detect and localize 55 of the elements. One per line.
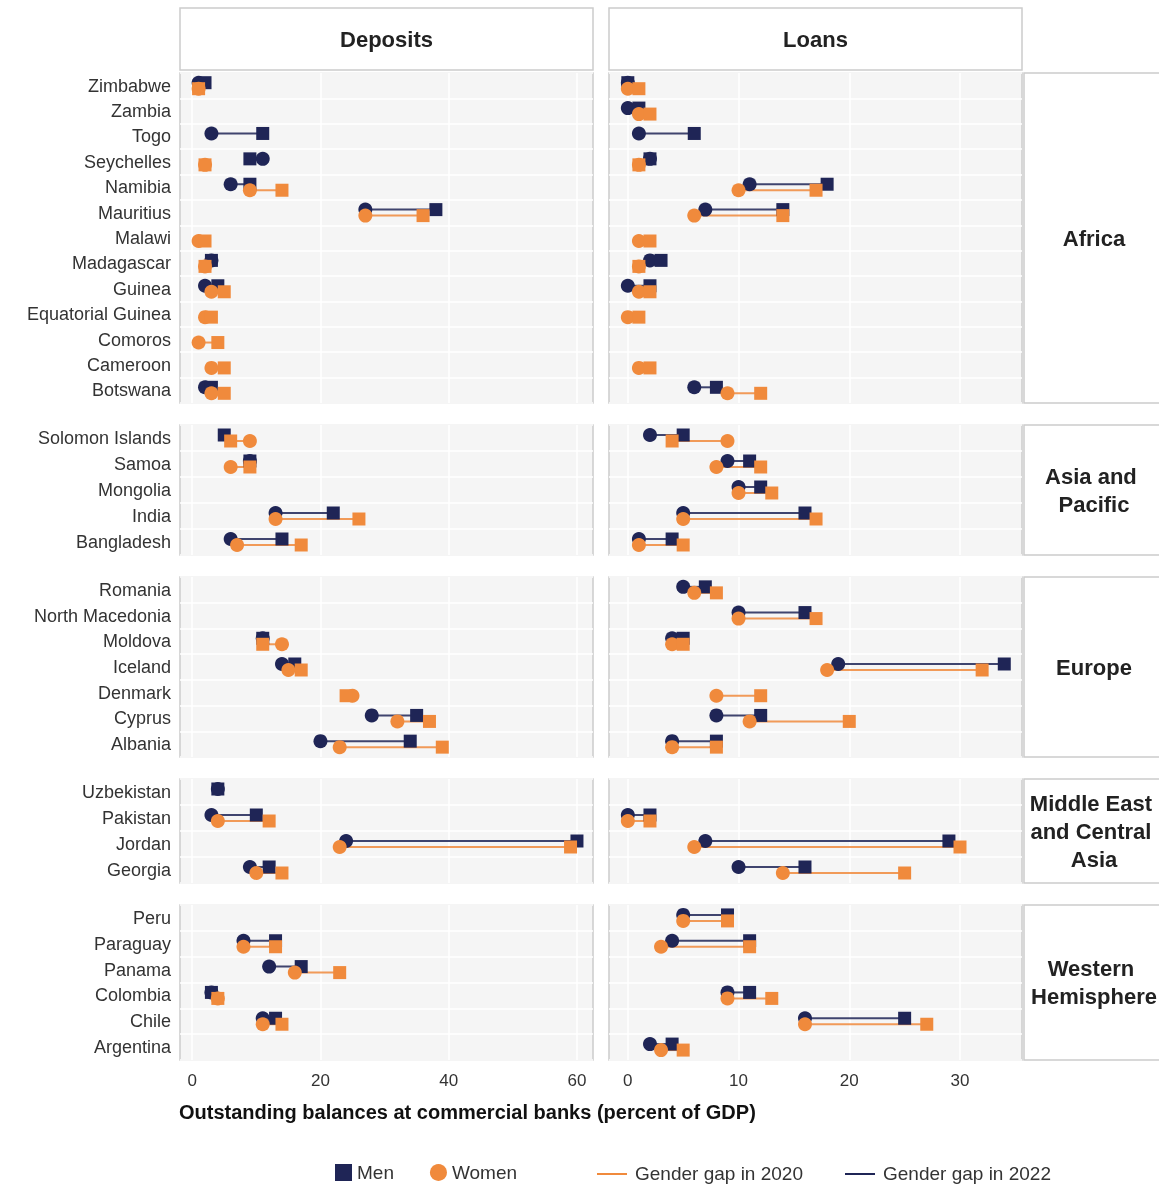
y-tick-label: Iceland bbox=[112, 657, 171, 677]
y-tick-label: Peru bbox=[132, 907, 171, 928]
y-tick-label: Argentina bbox=[93, 1037, 172, 1058]
y-tick-label: Jordan bbox=[115, 834, 171, 854]
y-tick-label: Mongolia bbox=[97, 480, 172, 500]
y-tick-label: Zimbabwe bbox=[87, 75, 171, 96]
legend-label: Women bbox=[451, 1162, 518, 1183]
y-tick-label: Solomon Islands bbox=[37, 428, 171, 448]
x-tick-label: 30 bbox=[950, 1071, 970, 1090]
y-tick-label: Paraguay bbox=[93, 933, 171, 954]
y-tick-label: Madagascar bbox=[71, 253, 171, 274]
x-tick-label: 10 bbox=[729, 1071, 749, 1090]
y-tick-label: Togo bbox=[131, 126, 171, 147]
y-tick-label: Guinea bbox=[112, 278, 172, 299]
y-tick-label: Moldova bbox=[102, 631, 172, 652]
y-axis-title: Asia and Pacific bbox=[1045, 463, 1143, 517]
text: Gender gap in 2020 bbox=[635, 1163, 803, 1185]
y-tick-label: Albania bbox=[110, 734, 172, 755]
y-tick-label: Samoa bbox=[113, 454, 172, 474]
y-tick-label: Uzbekistan bbox=[81, 782, 171, 802]
x-tick-label: 20 bbox=[310, 1071, 330, 1090]
y-axis-title: Western Hemisphere bbox=[1031, 956, 1157, 1009]
y-tick-label: Chile bbox=[129, 1011, 171, 1032]
y-tick-label: Zambia bbox=[110, 101, 172, 122]
y-tick-label: India bbox=[131, 506, 172, 526]
y-tick-label: Cameroon bbox=[86, 354, 171, 375]
y-tick-label: Seychelles bbox=[83, 151, 171, 172]
y-tick-label: Malawi bbox=[114, 228, 171, 248]
y-tick-label: Georgia bbox=[106, 860, 172, 880]
y-tick-label: Comoros bbox=[97, 329, 171, 350]
x-axis-title: Outstanding balances at commercial banks (percent of GDP) bbox=[179, 1101, 756, 1123]
y-tick-label: North Macedonia bbox=[33, 605, 172, 626]
x-tick-label: 40 bbox=[439, 1071, 459, 1090]
chart-title: Deposits bbox=[340, 26, 433, 52]
text: Gender gap in 2022 bbox=[883, 1163, 1051, 1185]
y-tick-label: Namibia bbox=[104, 177, 172, 198]
x-tick-label: 0 bbox=[623, 1071, 633, 1090]
y-axis-title: Europe bbox=[1056, 654, 1132, 680]
y-tick-label: Botswana bbox=[91, 380, 172, 401]
y-tick-label: Pakistan bbox=[101, 808, 171, 828]
y-tick-label: Cyprus bbox=[113, 708, 171, 729]
y-tick-label: Romania bbox=[98, 579, 172, 600]
x-tick-label: 60 bbox=[567, 1071, 587, 1090]
x-tick-label: 0 bbox=[187, 1071, 197, 1090]
y-tick-label: Denmark bbox=[97, 682, 172, 703]
chart-title: Loans bbox=[783, 26, 848, 52]
legend-label: Men bbox=[357, 1162, 394, 1183]
y-axis-title: Middle East and Central Asia bbox=[1029, 790, 1159, 872]
y-tick-label: Bangladesh bbox=[75, 532, 171, 552]
y-tick-label: Equatorial Guinea bbox=[26, 304, 172, 325]
y-axis-title: Africa bbox=[1062, 225, 1126, 251]
y-tick-label: Mauritius bbox=[97, 202, 171, 223]
y-tick-label: Colombia bbox=[94, 985, 172, 1006]
x-tick-label: 20 bbox=[839, 1071, 859, 1090]
y-tick-label: Panama bbox=[103, 959, 172, 980]
